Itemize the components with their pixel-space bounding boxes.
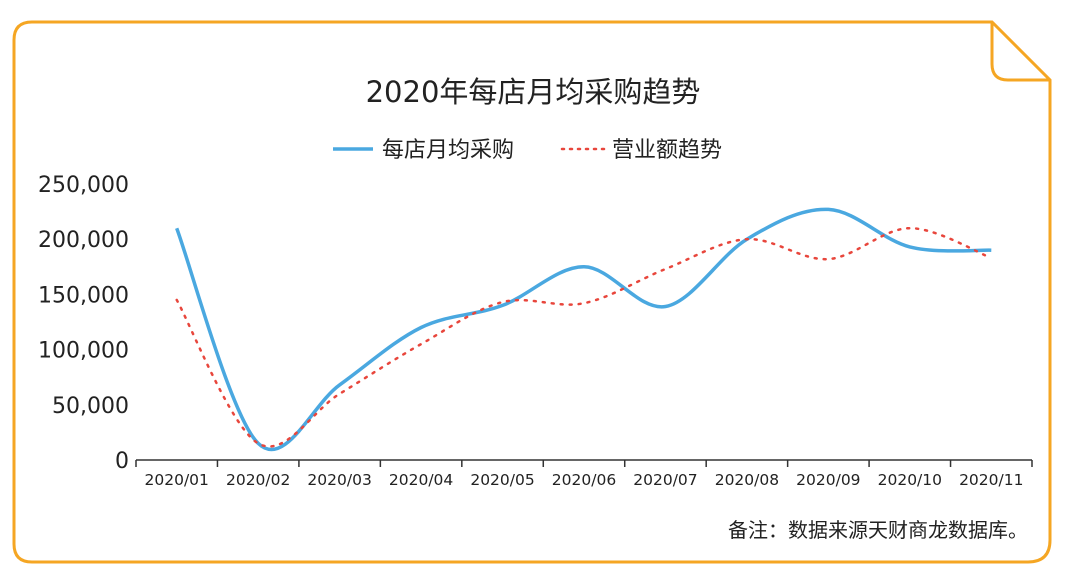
x-tick-label: 2020/05 <box>470 471 534 489</box>
x-tick-label: 2020/10 <box>878 471 942 489</box>
chart-frame <box>12 20 1052 564</box>
y-tick-label: 0 <box>115 449 129 474</box>
x-tick-label: 2020/07 <box>633 471 697 489</box>
y-tick-label: 250,000 <box>38 173 129 198</box>
folded-corner <box>990 22 1050 82</box>
x-tick-label: 2020/11 <box>959 471 1023 489</box>
x-tick-label: 2020/01 <box>145 471 209 489</box>
series-layer <box>175 207 993 452</box>
y-tick-label: 150,000 <box>38 283 129 308</box>
legend-label-series-2: 营业额趋势 <box>612 138 722 163</box>
x-tick-label: 2020/02 <box>226 471 290 489</box>
series-line-1 <box>175 207 992 452</box>
chart-title: 2020年每店月均采购趋势 <box>366 75 701 109</box>
series-line-2 <box>175 226 993 448</box>
x-tick-label: 2020/03 <box>307 471 371 489</box>
x-axis-labels: 2020/01 2020/02 2020/03 2020/04 2020/05 2020/… <box>145 471 1024 489</box>
x-tick-label: 2020/04 <box>389 471 453 489</box>
x-tick-label: 2020/08 <box>715 471 779 489</box>
legend-label-series-1: 每店月均采购 <box>382 138 514 163</box>
y-tick-label: 200,000 <box>38 228 129 253</box>
x-axis-ticks <box>135 460 1033 467</box>
y-tick-label: 50,000 <box>52 394 129 419</box>
y-tick-label: 100,000 <box>38 339 129 364</box>
footnote: 备注：数据来源天财商龙数据库。 <box>728 518 1028 542</box>
x-tick-label: 2020/06 <box>552 471 616 489</box>
y-axis-labels: 0 50,000 100,000 150,000 200,000 250,000 <box>38 173 129 474</box>
x-tick-label: 2020/09 <box>796 471 860 489</box>
